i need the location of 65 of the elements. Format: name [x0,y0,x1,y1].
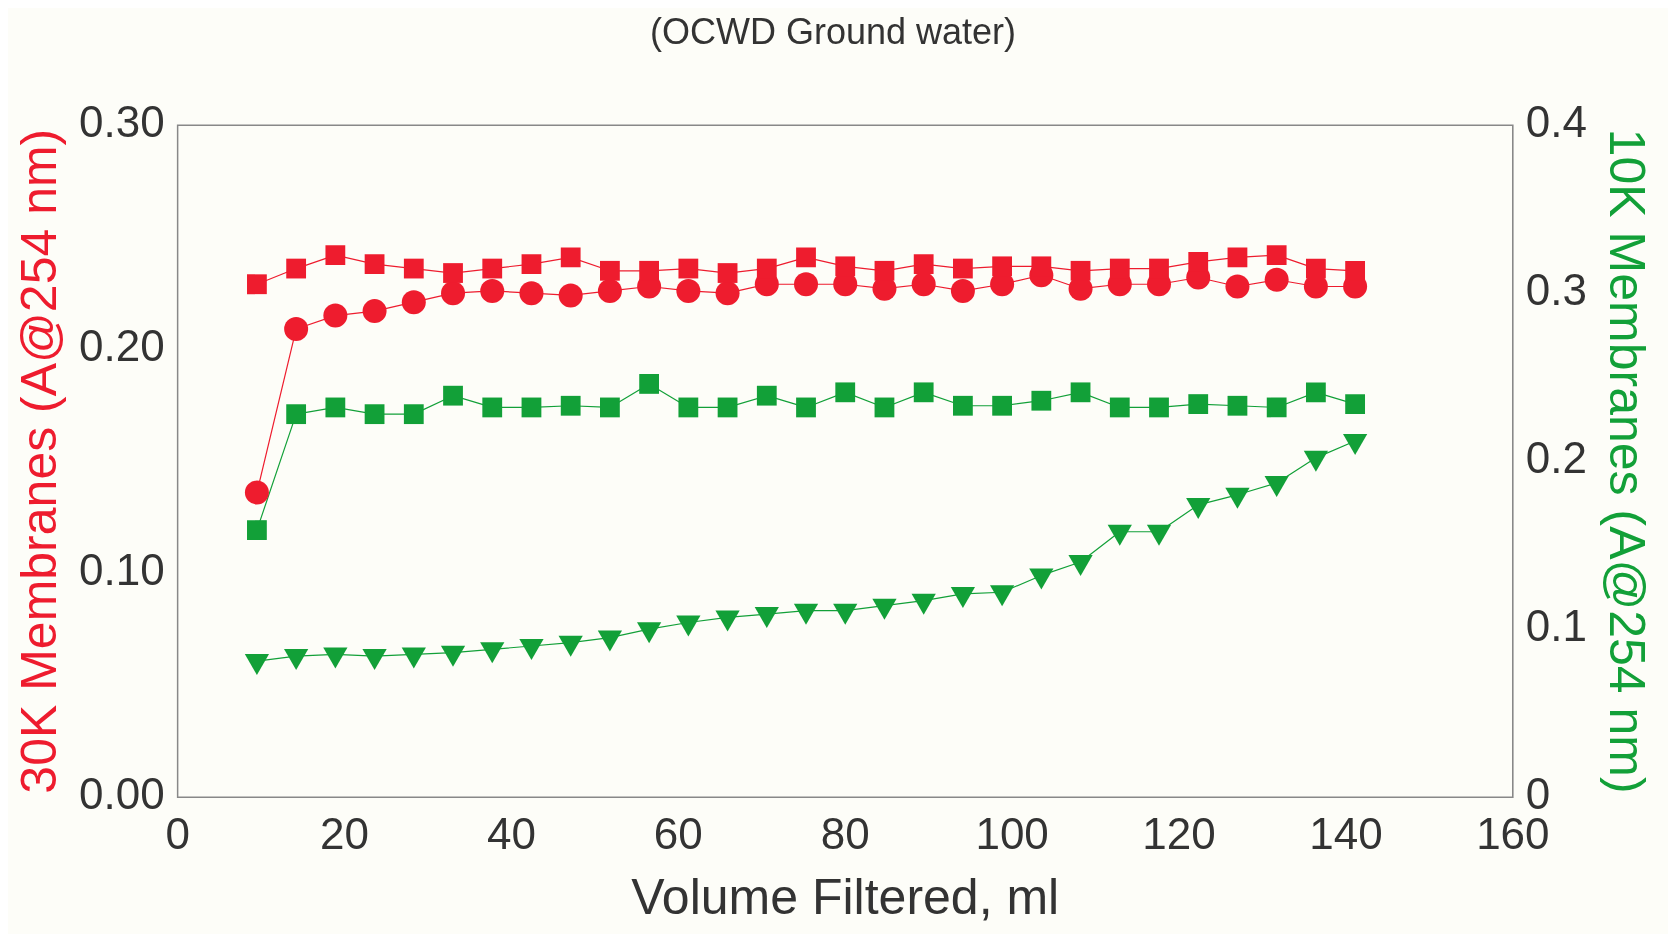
point [1345,260,1366,281]
y2-tick-label: 0.4 [1525,97,1588,147]
x-tick-label: 40 [486,808,536,858]
point [1266,245,1287,266]
point [992,256,1013,277]
point [715,281,740,306]
x-tick-label: 120 [1142,808,1216,858]
x-tick-label: 100 [975,808,1049,858]
point [600,260,620,281]
point [443,263,463,283]
point [325,245,346,266]
point [597,278,622,303]
point [1227,247,1248,268]
point [401,290,426,315]
point [1264,267,1289,292]
point [284,317,309,342]
point [403,258,424,279]
y2-tick-label: 0.3 [1525,265,1588,315]
point [482,258,503,279]
x-tick-label: 0 [165,808,190,858]
x-tick-label: 60 [653,808,703,858]
point [441,281,466,306]
y-tick-label: 0.30 [79,97,165,147]
point [521,254,542,274]
y2-tick-label: 0.1 [1525,601,1588,651]
y-axis-title: 30K Membranes (A@254 nm) [10,128,67,794]
x-tick-label: 80 [820,808,870,858]
x-tick-label: 20 [320,808,370,858]
point [953,258,973,279]
point [678,258,699,279]
point [362,299,387,324]
point [913,254,934,274]
point [639,260,660,281]
y2-tick-label: 0.2 [1525,433,1588,483]
point [796,247,816,268]
point [480,278,505,303]
point [1109,258,1130,279]
x-axis-title: Volume Filtered, ml [631,868,1060,925]
y-tick-label: 0.10 [79,545,165,595]
y-tick-label: 0.20 [79,321,165,371]
point [1188,251,1209,272]
point [286,258,307,279]
point [717,263,738,283]
x-tick-label: 140 [1309,808,1383,858]
point [950,278,975,303]
point [756,258,777,279]
point [835,256,856,277]
point [676,278,701,303]
point [911,272,936,297]
point [1225,274,1250,299]
y2-axis-title: 10K Membranes (A@254 nm) [1599,128,1656,794]
chart-title: (OCWD Ground water) [649,10,1017,52]
point [794,272,819,297]
point [247,274,267,295]
point [1305,258,1326,279]
point [1070,260,1091,281]
point [244,480,269,505]
point [560,247,581,268]
point [323,303,348,328]
y-tick-label: 0.00 [79,769,165,819]
point [519,281,544,306]
point [874,260,895,281]
point [364,254,385,274]
point [1149,258,1169,279]
point [558,283,583,308]
